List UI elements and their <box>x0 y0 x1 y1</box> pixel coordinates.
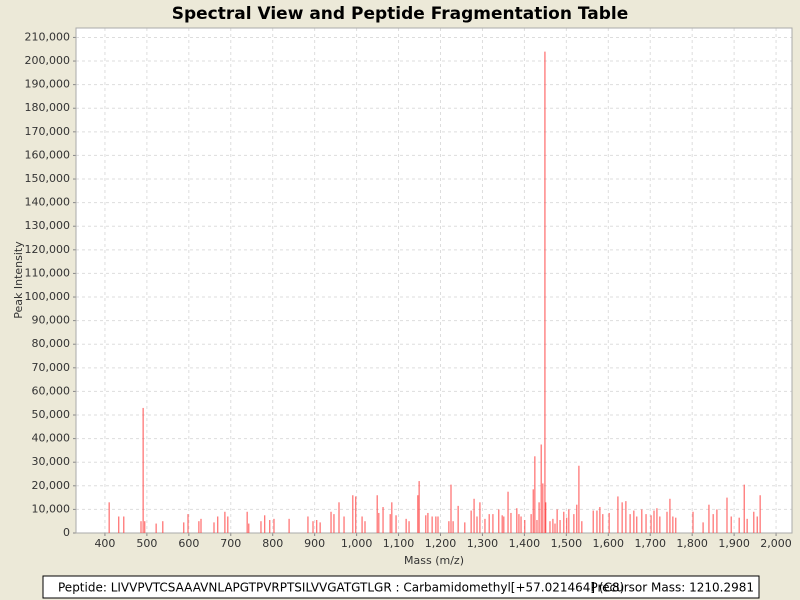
y-tick-label: 130,000 <box>25 219 71 232</box>
y-tick-label: 150,000 <box>25 172 71 185</box>
y-tick-label: 70,000 <box>32 361 71 374</box>
precursor-mass: Precursor Mass: 1210.2981 <box>590 581 754 595</box>
y-tick-label: 10,000 <box>32 502 71 515</box>
x-tick-label: 900 <box>304 537 325 550</box>
y-tick-label: 200,000 <box>25 54 71 67</box>
x-tick-label: 1,100 <box>383 537 415 550</box>
y-tick-label: 60,000 <box>32 384 71 397</box>
y-tick-label: 100,000 <box>25 290 71 303</box>
y-tick-label: 50,000 <box>32 408 71 421</box>
x-tick-label: 1,300 <box>467 537 499 550</box>
x-tick-label: 1,400 <box>509 537 541 550</box>
x-tick-label: 700 <box>220 537 241 550</box>
x-tick-label: 1,700 <box>634 537 666 550</box>
x-tick-label: 1,200 <box>425 537 457 550</box>
x-tick-label: 1,500 <box>551 537 583 550</box>
y-tick-label: 190,000 <box>25 78 71 91</box>
y-axis-label: Peak Intensity <box>12 241 25 319</box>
y-tick-label: 110,000 <box>25 266 71 279</box>
y-tick-label: 120,000 <box>25 243 71 256</box>
footer-box <box>42 575 760 599</box>
y-tick-label: 30,000 <box>32 455 71 468</box>
plot-border <box>75 27 793 534</box>
y-tick-label: 90,000 <box>32 314 71 327</box>
x-tick-label: 2,000 <box>760 537 792 550</box>
chart-title: Spectral View and Peptide Fragmentation … <box>172 4 629 24</box>
x-tick-label: 500 <box>136 537 157 550</box>
x-tick-label: 1,800 <box>676 537 708 550</box>
x-tick-label: 800 <box>262 537 283 550</box>
x-tick-label: 600 <box>178 537 199 550</box>
y-tick-label: 170,000 <box>25 125 71 138</box>
y-tick-label: 160,000 <box>25 148 71 161</box>
x-axis-label: Mass (m/z) <box>404 554 464 567</box>
y-tick-label: 210,000 <box>25 30 71 43</box>
x-tick-label: 1,000 <box>341 537 373 550</box>
y-tick-label: 180,000 <box>25 101 71 114</box>
y-tick-label: 140,000 <box>25 196 71 209</box>
x-tick-label: 1,600 <box>593 537 625 550</box>
y-tick-label: 0 <box>63 526 70 539</box>
y-tick-label: 20,000 <box>32 479 71 492</box>
y-tick-label: 80,000 <box>32 337 71 350</box>
peptide: Peptide: LIVVPVTCSAAAVNLAPGTPVRPTSILVVGA… <box>58 581 624 595</box>
y-tick-label: 40,000 <box>32 432 71 445</box>
plot-area <box>76 28 792 533</box>
x-tick-label: 400 <box>94 537 115 550</box>
x-tick-label: 1,900 <box>718 537 750 550</box>
